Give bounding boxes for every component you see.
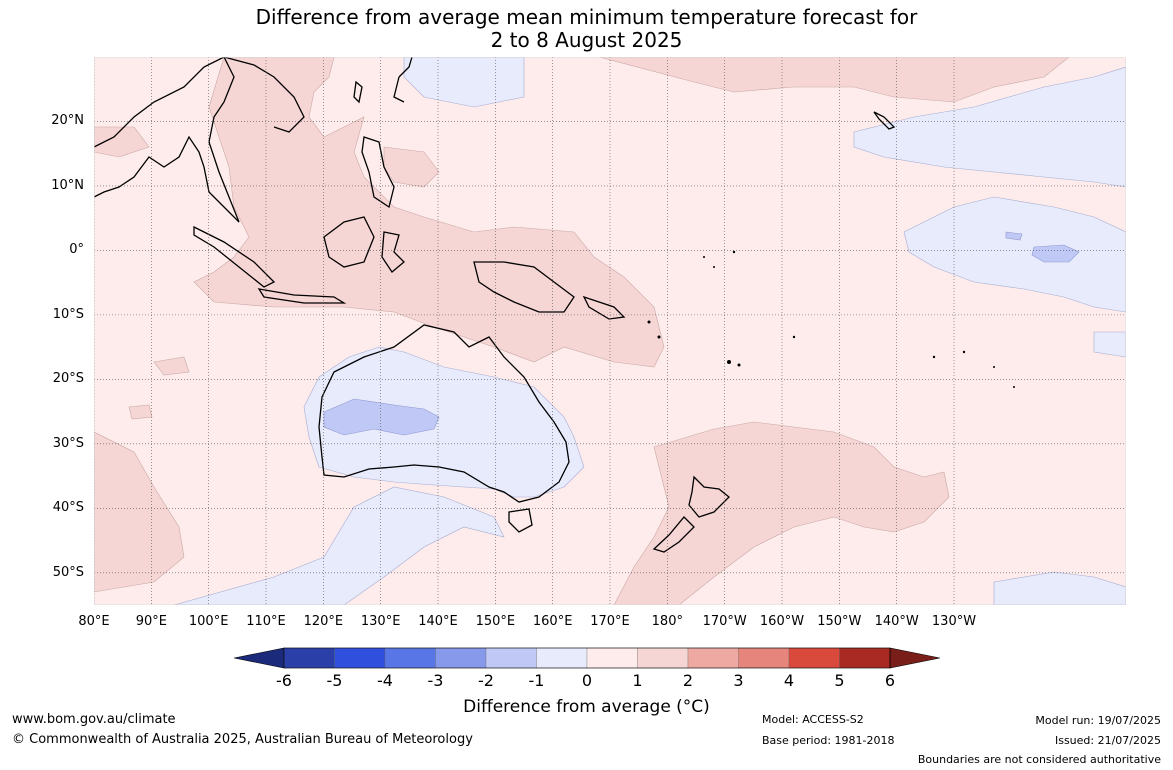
coastline-hawaii: [873, 111, 896, 130]
colorbar-segment: [283, 647, 335, 669]
colorbar-tick-label: -6: [276, 671, 292, 690]
latitude-label: 20°N: [51, 113, 84, 129]
colorbar-under-arrow: [234, 647, 285, 669]
latitude-label: 20°S: [52, 371, 84, 387]
colorbar-tick-label: -3: [427, 671, 444, 690]
longitude-label: 130°E: [360, 614, 401, 629]
latitude-label: 10°N: [51, 177, 84, 193]
model-name: Model: ACCESS-S2: [762, 713, 864, 726]
latitude-label: 0°: [69, 242, 84, 258]
colorbar-segment: [485, 647, 537, 669]
longitude-label: 120°E: [303, 614, 344, 629]
colorbar-tick-label: -4: [377, 671, 393, 690]
coastline-java: [257, 288, 347, 304]
colorbar-segment: [637, 647, 689, 669]
longitude-label: 110°E: [246, 614, 286, 629]
warm-region-tasman-nz: [613, 421, 950, 605]
colorbar-segment: [586, 647, 638, 669]
cool-region-north-pacific-east: [853, 66, 1126, 188]
longitude-label: 150°E: [475, 614, 516, 629]
model-run-date: Model run: 19/07/2025: [1035, 714, 1161, 727]
copyright-text: © Commonwealth of Australia 2025, Austra…: [12, 732, 473, 747]
colorbar-tick-label: 3: [733, 671, 744, 690]
colorbar-segment: [788, 647, 840, 669]
longitude-label: 140°E: [418, 614, 458, 629]
cool-region-tropical-n-pacific: [403, 57, 525, 108]
issued-date: Issued: 21/07/2025: [1054, 734, 1161, 747]
coastline-china-east: [223, 57, 305, 133]
colorbar-tick-label: 0: [581, 671, 593, 690]
latitude-label: 10°S: [52, 306, 84, 322]
colorbar-tick-label: 5: [834, 671, 845, 690]
colorbar-over-arrow: [889, 647, 940, 669]
warm-region-south-indian: [94, 431, 185, 593]
cool-region-central-pacific: [903, 196, 1126, 313]
colorbar-segment: [738, 647, 790, 669]
colorbar-label: Difference from average (°C): [463, 697, 710, 717]
longitude-label: 150°W: [817, 614, 862, 629]
warm-region-bay-bengal: [94, 126, 150, 158]
coastline-taiwan: [353, 80, 363, 104]
cool-region-equatorial-pacific: [1031, 244, 1080, 263]
longitude-label: 90°E: [135, 614, 167, 629]
coastline-borneo: [323, 216, 375, 268]
cool-region-australia: [303, 346, 585, 498]
cool-region-far-east-south: [1093, 331, 1126, 358]
coastline-sulawesi: [381, 231, 405, 273]
warm-region-maritime-continent: [193, 57, 665, 368]
coastline-solomon: [582, 295, 626, 320]
colorbar-tick-label: 2: [682, 671, 694, 690]
longitude-label: 80°E: [78, 614, 110, 629]
longitude-label: 160°E: [532, 614, 573, 629]
coastline-japan: [393, 57, 413, 103]
anomaly-map: [94, 57, 1126, 605]
colorbar-tick-label: 1: [632, 671, 643, 690]
colorbar-segment: [334, 647, 386, 669]
latitude-label: 50°S: [52, 564, 84, 580]
colorbar-tick-label: -2: [478, 671, 494, 690]
boundaries-disclaimer: Boundaries are not considered authoritat…: [917, 753, 1161, 766]
colorbar-segment: [435, 647, 487, 669]
colorbar-segment: [687, 647, 739, 669]
coastline-sumatra: [193, 225, 276, 288]
base-period: Base period: 1981-2018: [762, 734, 895, 747]
colorbar-tick-label: 4: [783, 671, 795, 690]
coastline-new-zealand-south: [652, 516, 695, 553]
coastline-new-zealand-north: [688, 475, 730, 518]
warm-region-small-indian-ocean: [153, 356, 190, 376]
longitude-label: 130°W: [931, 614, 977, 629]
colorbar-tick-label: 6: [884, 671, 896, 690]
map-title-line1: Difference from average mean minimum tem…: [255, 5, 918, 29]
coastline-new-guinea: [473, 261, 575, 313]
warm-region-north-pacific: [598, 57, 1070, 103]
cool-region-equatorial-pacific-small: [1005, 231, 1023, 241]
colorbar-tick-label: -5: [326, 671, 343, 690]
longitude-label: 140°W: [874, 614, 919, 629]
warm-region-small-south: [128, 404, 153, 420]
colorbar: [234, 647, 940, 669]
longitude-label: 160°W: [759, 614, 805, 629]
latitude-label: 40°S: [52, 500, 84, 516]
coastline-se-asia: [94, 57, 240, 223]
cool-region-south-far: [993, 571, 1126, 605]
longitude-label: 170°E: [590, 614, 630, 629]
longitude-label: 180°: [651, 614, 683, 629]
coastline-australia: [318, 324, 570, 503]
website-link[interactable]: www.bom.gov.au/climate: [12, 712, 176, 727]
cool-region-southern-ocean: [173, 486, 505, 605]
longitude-label: 170°W: [702, 614, 747, 629]
coastline-tasmania: [508, 508, 533, 533]
colorbar-tick-label: -1: [528, 671, 545, 690]
colorbar-segment: [839, 647, 891, 669]
latitude-label: 30°S: [52, 435, 84, 451]
colorbar-segment: [384, 647, 436, 669]
longitude-label: 100°E: [188, 614, 229, 629]
map-title-line2: 2 to 8 August 2025: [490, 28, 683, 52]
colorbar-segment: [536, 647, 588, 669]
